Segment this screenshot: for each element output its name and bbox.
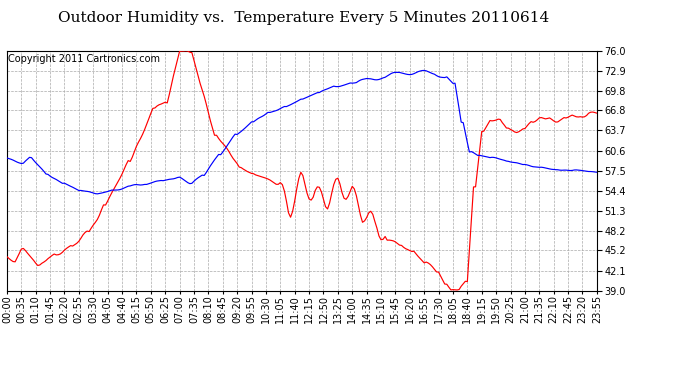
Text: Outdoor Humidity vs.  Temperature Every 5 Minutes 20110614: Outdoor Humidity vs. Temperature Every 5… — [58, 11, 549, 25]
Text: Copyright 2011 Cartronics.com: Copyright 2011 Cartronics.com — [8, 54, 160, 64]
